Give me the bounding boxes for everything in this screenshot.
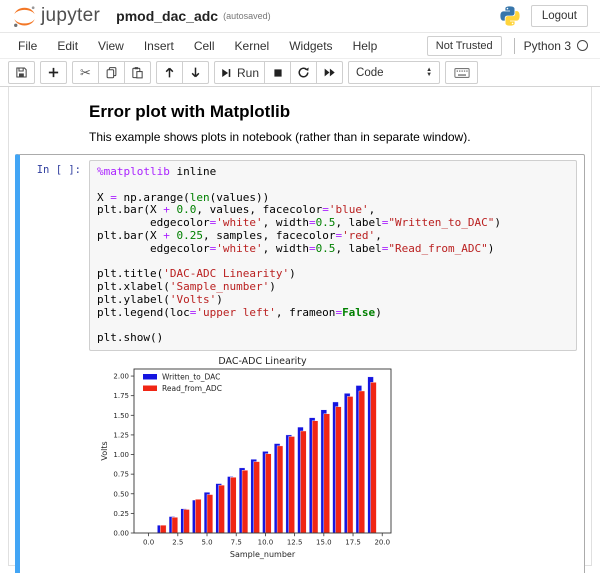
markdown-prompt-spacer [20,100,89,144]
not-trusted-button[interactable]: Not Trusted [426,35,502,56]
select-arrows-icon: ▲ ▼ [426,66,433,78]
python-logo-icon [500,6,520,26]
svg-text:0.0: 0.0 [143,539,154,547]
insert-cell-button[interactable] [40,61,67,84]
copy-icon [106,67,117,79]
cell-input-row: In [ ]: %matplotlib inline X = np.arange… [20,160,579,352]
menu-item-help[interactable]: Help [352,38,378,53]
cell-type-select[interactable]: Code ▲ ▼ [348,61,441,84]
notebook-title[interactable]: pmod_dac_adc [116,8,219,24]
step-forward-icon [222,68,231,77]
save-icon [16,67,27,78]
svg-text:1.00: 1.00 [113,451,129,459]
svg-text:Sample_number: Sample_number [230,550,296,559]
cut-cell-button[interactable]: ✂ [72,61,99,84]
svg-text:1.50: 1.50 [113,412,129,420]
menu-item-kernel[interactable]: Kernel [234,38,270,53]
svg-text:17.5: 17.5 [345,539,361,547]
svg-text:0.50: 0.50 [113,490,129,498]
svg-text:15.0: 15.0 [316,539,332,547]
restart-run-all-button[interactable] [316,61,344,84]
svg-text:DAC-ADC Linearity: DAC-ADC Linearity [218,356,307,367]
menu-item-widgets[interactable]: Widgets [289,38,333,53]
markdown-text: This example shows plots in notebook (ra… [89,130,471,144]
code-editor[interactable]: %matplotlib inline X = np.arange(len(val… [89,160,577,352]
menu-item-edit[interactable]: Edit [57,38,79,53]
kernel-idle-icon [577,40,588,51]
menu-item-file[interactable]: File [18,38,38,53]
notebook-container: Error plot with Matplotlib This example … [8,87,592,573]
paste-cell-button[interactable] [124,61,151,84]
cell-type-value: Code [356,66,384,79]
markdown-cell[interactable]: Error plot with Matplotlib This example … [15,96,585,150]
jupyter-logo[interactable]: jupyter [12,4,100,29]
restart-icon [298,67,309,78]
output-chart: 0.0 2.5 5.0 7.5 10.0 12.5 15.0 17.5 20.0 0.00 0.25… [100,356,392,559]
svg-text:Written_to_DAC: Written_to_DAC [162,373,220,382]
paste-icon [132,67,143,79]
kernel-name: Python 3 [523,38,571,53]
code-cell-selected[interactable]: In [ ]: %matplotlib inline X = np.arange… [15,154,585,573]
svg-text:1.25: 1.25 [113,432,129,440]
svg-text:10.0: 10.0 [258,539,274,547]
brand-text: jupyter [41,5,101,26]
autosave-status: (autosaved) [223,11,271,21]
move-cell-up-button[interactable] [156,61,183,84]
arrow-up-icon [165,67,174,78]
move-cell-down-button[interactable] [182,61,209,84]
menu-item-cell[interactable]: Cell [193,38,215,53]
keyboard-icon [453,67,470,78]
command-palette-button[interactable] [445,61,479,84]
save-button[interactable] [8,61,35,84]
markdown-heading: Error plot with Matplotlib [89,102,291,121]
svg-text:5.0: 5.0 [201,539,212,547]
svg-text:0.75: 0.75 [113,471,129,479]
restart-kernel-button[interactable] [290,61,318,84]
toolbar: ✂ [0,59,600,87]
plus-icon [48,67,59,78]
output-prompt-spacer [20,356,89,573]
menu-item-view[interactable]: View [98,38,124,53]
svg-text:12.5: 12.5 [287,539,303,547]
run-label: Run [237,65,260,80]
svg-text:2.00: 2.00 [113,373,129,381]
arrow-down-icon [191,67,200,78]
svg-text:Volts: Volts [100,442,109,461]
svg-text:1.75: 1.75 [113,392,129,400]
cell-output-row: 0.0 2.5 5.0 7.5 10.0 12.5 15.0 17.5 20.0 0.00 0.25… [20,356,579,573]
fast-forward-icon [324,68,335,77]
input-prompt: In [ ]: [36,164,81,176]
scissors-icon: ✂ [80,64,91,80]
kernel-separator [513,37,515,54]
menu-item-insert[interactable]: Insert [143,38,174,53]
run-button[interactable]: Run [214,61,266,84]
header: jupyter pmod_dac_adc (autosaved) Logout [0,0,600,32]
svg-text:2.5: 2.5 [172,539,183,547]
jupyter-logo-icon [14,5,35,27]
menubar: File Edit View Insert Cell Kernel Widget… [0,32,600,59]
svg-text:0.00: 0.00 [113,530,129,538]
copy-cell-button[interactable] [98,61,125,84]
svg-text:Read_from_ADC: Read_from_ADC [162,384,222,393]
svg-text:7.5: 7.5 [231,539,242,547]
stop-icon [273,68,282,77]
interrupt-kernel-button[interactable] [264,61,292,84]
svg-text:20.0: 20.0 [374,539,390,547]
svg-text:0.25: 0.25 [113,510,129,518]
logout-button[interactable]: Logout [530,5,588,27]
